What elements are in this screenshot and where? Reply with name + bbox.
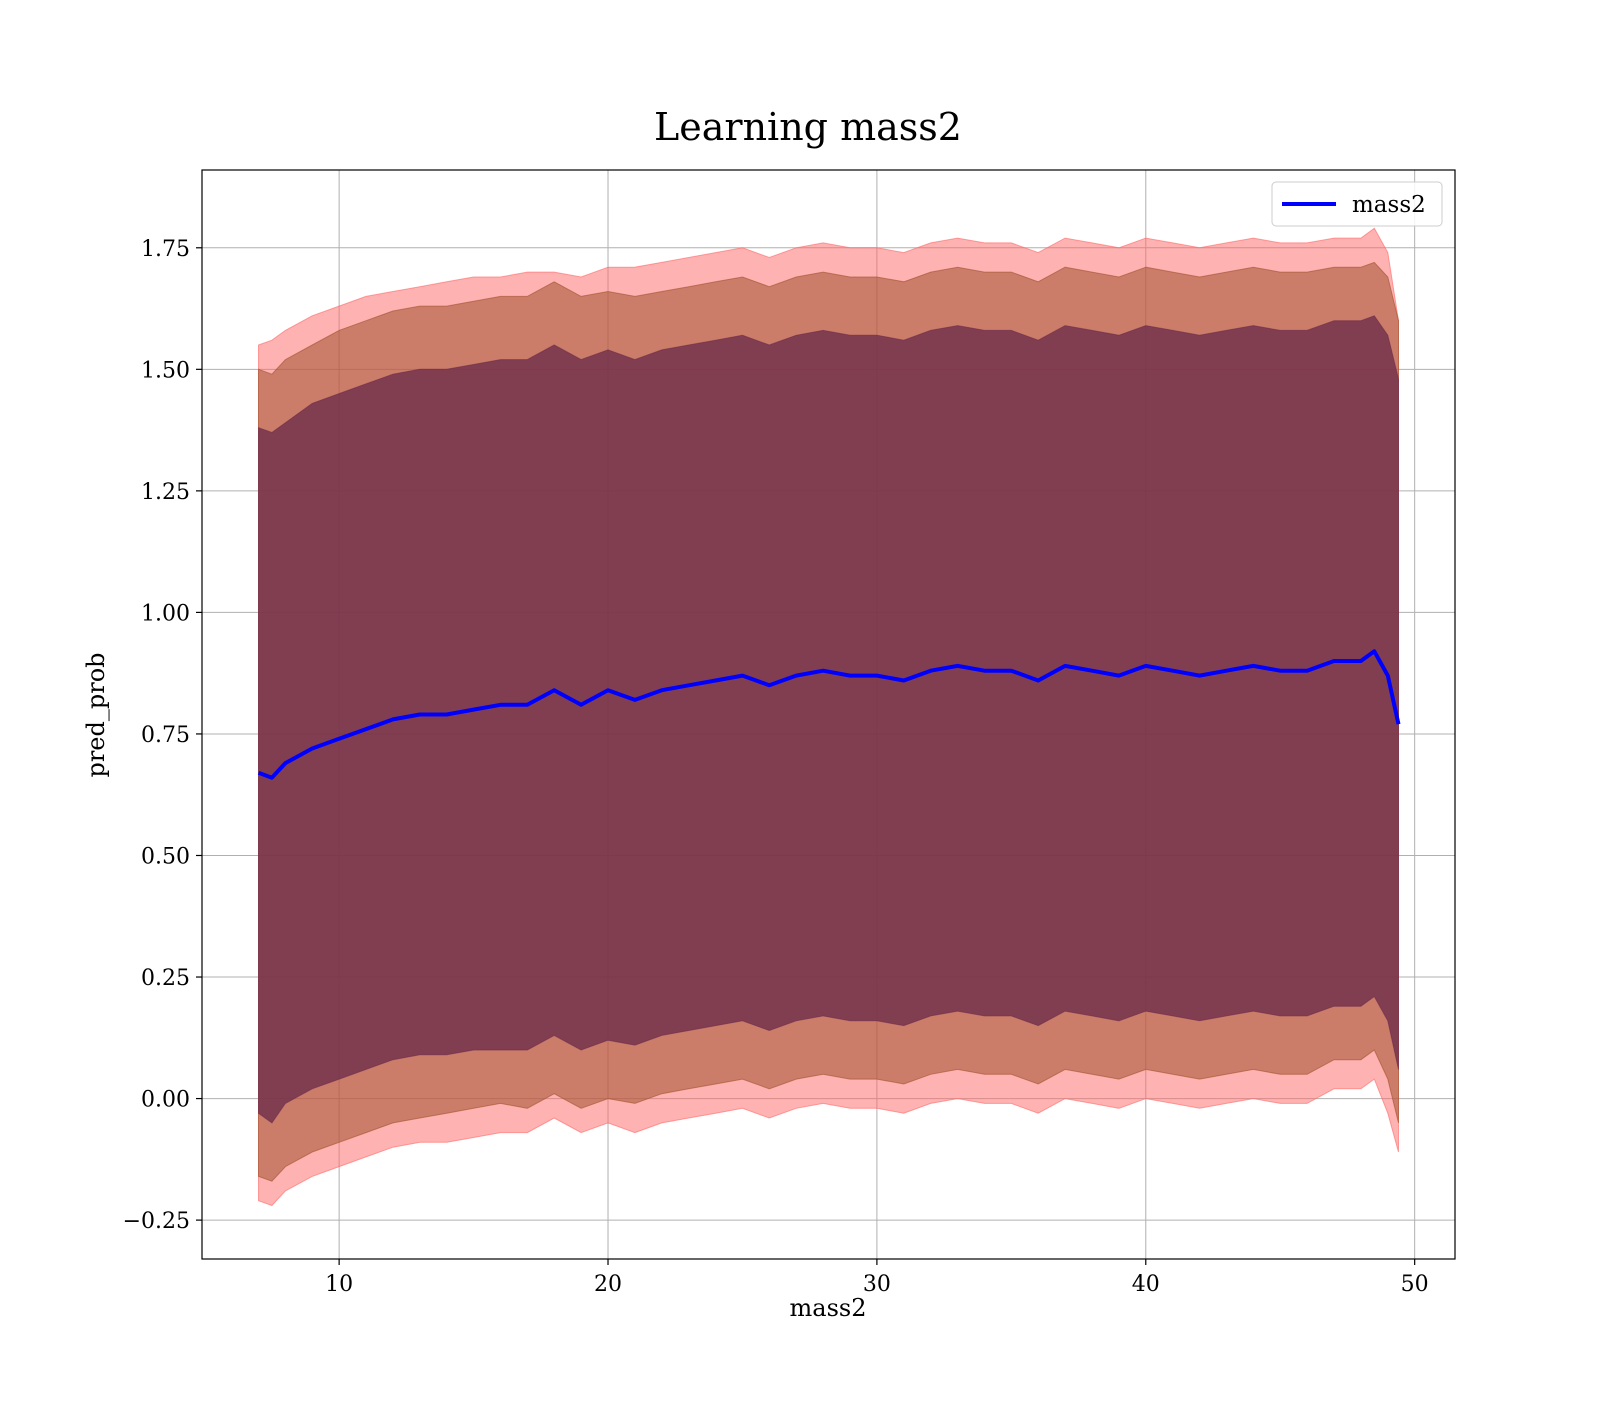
- y-tick-label: 1.25: [141, 480, 190, 505]
- y-tick-label: 0.25: [141, 966, 190, 991]
- y-tick-label: 0.75: [141, 723, 190, 748]
- x-axis-title: mass2: [790, 1294, 867, 1322]
- y-axis: −0.25 0.00 0.25 0.50 0.75 1.00 1.25 1.50 1.75: [123, 237, 202, 1234]
- y-tick-label: 1.50: [141, 358, 190, 383]
- band-layer: [258, 227, 1399, 1207]
- legend-label-mass2: mass2: [1352, 192, 1426, 218]
- x-tick-label: 10: [325, 1272, 353, 1297]
- y-tick-label: 0.50: [141, 844, 190, 869]
- legend: mass2: [1271, 181, 1443, 227]
- x-tick-label: 20: [594, 1272, 622, 1297]
- legend-box: [1271, 181, 1443, 227]
- x-axis: 10 20 30 40 50: [325, 1259, 1429, 1297]
- line-layer: [257, 649, 1401, 780]
- series-line-mass2: [257, 649, 1401, 780]
- y-axis-title: pred_prob: [82, 652, 110, 777]
- y-tick-label: 1.75: [141, 237, 190, 262]
- y-tick-label: −0.25: [123, 1209, 190, 1234]
- x-tick-label: 30: [863, 1272, 891, 1297]
- y-tick-label: 1.00: [141, 601, 190, 626]
- band-1std: [258, 315, 1399, 1124]
- chart-title: Learning mass2: [654, 105, 962, 149]
- y-tick-label: 0.00: [141, 1088, 190, 1113]
- x-tick-label: 40: [1132, 1272, 1160, 1297]
- plot-frame: [201, 169, 1456, 1260]
- x-tick-label: 50: [1401, 1272, 1429, 1297]
